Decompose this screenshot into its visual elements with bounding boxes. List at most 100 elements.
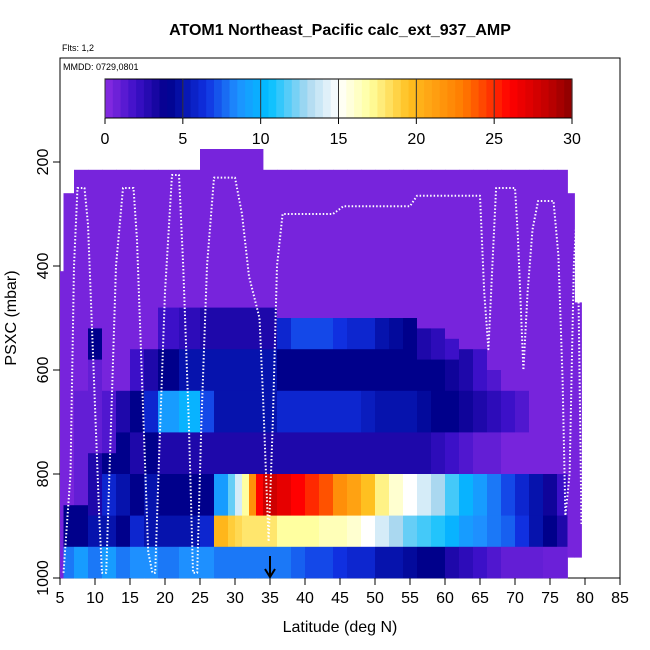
heatmap-cell bbox=[319, 546, 334, 579]
colorbar-tick-label: 5 bbox=[178, 131, 187, 148]
heatmap-cell bbox=[256, 149, 264, 308]
heatmap-cell bbox=[347, 432, 362, 475]
heatmap-cell bbox=[256, 349, 264, 392]
heatmap-cell bbox=[74, 169, 89, 392]
heatmap-cell bbox=[487, 169, 502, 371]
heatmap-cell bbox=[417, 432, 432, 475]
heatmap-cell bbox=[256, 390, 264, 433]
x-tick-label: 25 bbox=[191, 590, 209, 607]
heatmap-cell bbox=[515, 546, 530, 579]
heatmap-cell bbox=[88, 169, 103, 329]
heatmap-cell bbox=[249, 432, 257, 475]
heatmap-cell bbox=[319, 390, 334, 433]
x-axis-label: Latitude (deg N) bbox=[283, 619, 398, 636]
heatmap-cell bbox=[501, 474, 516, 516]
heatmap-cell bbox=[459, 474, 474, 516]
heatmap-cell bbox=[74, 505, 89, 548]
heatmap-cell bbox=[88, 359, 103, 454]
colorbar-swatch bbox=[120, 79, 129, 118]
heatmap-cell bbox=[403, 474, 418, 516]
colorbar-swatch bbox=[424, 79, 433, 118]
flights-label: Flts: 1,2 bbox=[62, 43, 94, 53]
heatmap-cell bbox=[333, 474, 348, 516]
colorbar-swatch bbox=[175, 79, 184, 118]
heatmap-cell bbox=[158, 307, 180, 350]
heatmap-cell bbox=[179, 474, 201, 516]
heatmap-cell bbox=[543, 546, 558, 579]
heatmap-cell bbox=[389, 515, 404, 548]
heatmap-cell bbox=[277, 432, 292, 475]
heatmap-cell bbox=[487, 474, 502, 516]
colorbar-swatch bbox=[385, 79, 394, 118]
colorbar-swatch bbox=[112, 79, 122, 118]
colorbar-swatch bbox=[159, 79, 168, 118]
heatmap-cell bbox=[305, 432, 320, 475]
heatmap-cell bbox=[487, 432, 502, 475]
colorbar-swatch bbox=[447, 79, 456, 118]
heatmap-cell bbox=[158, 515, 180, 548]
colorbar-swatch bbox=[330, 79, 340, 118]
heatmap-cell bbox=[459, 169, 474, 350]
colorbar-swatch bbox=[252, 79, 262, 118]
heatmap-cell bbox=[403, 349, 418, 392]
heatmap-cell bbox=[144, 474, 159, 516]
colorbar-swatch bbox=[213, 79, 223, 118]
heatmap-cell bbox=[214, 432, 229, 475]
heatmap-cell bbox=[200, 515, 215, 548]
heatmap-cell bbox=[473, 432, 488, 475]
x-tick-label: 30 bbox=[226, 590, 244, 607]
heatmap-cell bbox=[389, 474, 404, 516]
heatmap-cell bbox=[543, 515, 558, 548]
heatmap-cell bbox=[529, 169, 544, 433]
heatmap-cell bbox=[389, 546, 404, 579]
heatmap-cell bbox=[102, 474, 117, 516]
heatmap-cell bbox=[431, 328, 446, 360]
heatmap-cell bbox=[347, 318, 362, 350]
x-tick-label: 55 bbox=[401, 590, 419, 607]
heatmap-cell bbox=[501, 169, 516, 392]
heatmap-cell bbox=[487, 546, 502, 579]
colorbar-swatch bbox=[307, 79, 316, 118]
heatmap-cell bbox=[291, 515, 306, 548]
heatmap-cell bbox=[347, 474, 362, 516]
colorbar-swatch bbox=[346, 79, 355, 118]
heatmap-cell bbox=[473, 546, 488, 579]
heatmap-cell bbox=[263, 390, 278, 433]
x-tick-label: 35 bbox=[261, 590, 279, 607]
colorbar-swatch bbox=[525, 79, 534, 118]
x-tick-label: 40 bbox=[296, 590, 314, 607]
heatmap-cell bbox=[144, 390, 159, 433]
y-tick-label: 400 bbox=[35, 253, 52, 280]
heatmap-cell bbox=[501, 515, 516, 548]
colorbar-swatch bbox=[167, 79, 176, 118]
heatmap-cell bbox=[88, 453, 103, 516]
heatmap-cell bbox=[473, 390, 488, 433]
heatmap-cell bbox=[375, 546, 390, 579]
x-tick-label: 20 bbox=[156, 590, 174, 607]
heatmap-cell bbox=[263, 349, 278, 392]
heatmap-cell bbox=[347, 546, 362, 579]
heatmap-cell bbox=[235, 432, 243, 475]
arrow-head bbox=[264, 568, 276, 579]
heatmap-cell bbox=[445, 432, 460, 475]
heatmap-cell bbox=[473, 515, 488, 548]
heatmap-cell bbox=[333, 390, 348, 433]
heatmap-cell bbox=[305, 515, 320, 548]
x-tick-label: 5 bbox=[56, 590, 65, 607]
heatmap-cell bbox=[235, 474, 243, 516]
heatmap-cell bbox=[88, 546, 103, 579]
heatmap-cell bbox=[235, 546, 243, 579]
heatmap-cell bbox=[256, 546, 264, 579]
colorbar: 0 5 10 15 20 25 30 bbox=[101, 78, 581, 148]
x-tick-label: 45 bbox=[331, 590, 349, 607]
heatmap-cell bbox=[102, 390, 117, 454]
heatmap-cell bbox=[375, 349, 390, 392]
colorbar-tick-label: 0 bbox=[101, 131, 110, 148]
heatmap-cell bbox=[63, 193, 75, 506]
heatmap-cell bbox=[417, 546, 432, 579]
heatmap-cell bbox=[305, 390, 320, 433]
colorbar-swatch bbox=[416, 79, 425, 118]
heatmap-cell bbox=[375, 169, 390, 319]
colorbar-swatch bbox=[151, 79, 161, 118]
colorbar-tick-label: 10 bbox=[252, 131, 270, 148]
